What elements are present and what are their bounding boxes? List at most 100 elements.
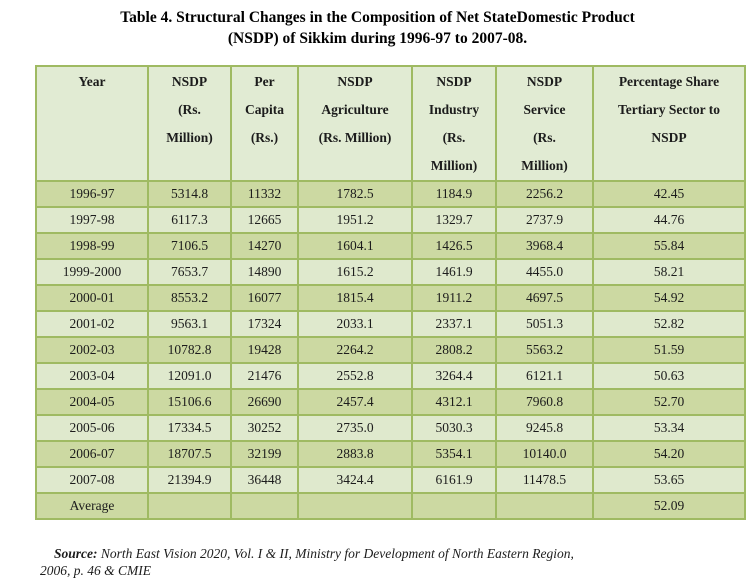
cell-industry: 1911.2 (411, 284, 497, 312)
cell-nsdp: 21394.9 (147, 466, 232, 494)
table-row: 1996-97 5314.8 11332 1782.5 1184.9 2256.… (35, 180, 746, 208)
cell-per-capita: 21476 (230, 362, 299, 390)
cell-nsdp (147, 492, 232, 520)
cell-agriculture: 2264.2 (297, 336, 413, 364)
table-row: 1999-2000 7653.7 14890 1615.2 1461.9 445… (35, 258, 746, 286)
cell-nsdp: 8553.2 (147, 284, 232, 312)
cell-nsdp: 9563.1 (147, 310, 232, 338)
cell-service: 5051.3 (495, 310, 594, 338)
cell-nsdp: 10782.8 (147, 336, 232, 364)
table-row: 2004-05 15106.6 26690 2457.4 4312.1 7960… (35, 388, 746, 416)
cell-nsdp: 12091.0 (147, 362, 232, 390)
table-title-line2: (NSDP) of Sikkim during 1996-97 to 2007-… (227, 30, 528, 47)
cell-per-capita: 14890 (230, 258, 299, 286)
cell-pct-share: 51.59 (592, 336, 746, 364)
cell-agriculture: 2033.1 (297, 310, 413, 338)
cell-per-capita: 17324 (230, 310, 299, 338)
cell-year: 1997-98 (35, 206, 149, 234)
cell-industry: 1329.7 (411, 206, 497, 234)
cell-industry: 2808.2 (411, 336, 497, 364)
cell-nsdp: 7653.7 (147, 258, 232, 286)
cell-agriculture: 1604.1 (297, 232, 413, 260)
cell-pct-share: 53.34 (592, 414, 746, 442)
source-text: North East Vision 2020, Vol. I & II, Min… (40, 546, 574, 578)
cell-service: 4697.5 (495, 284, 594, 312)
table-row: 2002-03 10782.8 19428 2264.2 2808.2 5563… (35, 336, 746, 364)
cell-industry: 5030.3 (411, 414, 497, 442)
cell-per-capita: 14270 (230, 232, 299, 260)
cell-year: 2005-06 (35, 414, 149, 442)
table-title: Table 4. Structural Changes in the Compo… (0, 7, 755, 49)
cell-pct-share: 52.09 (592, 492, 746, 520)
cell-year: 2006-07 (35, 440, 149, 468)
cell-per-capita: 32199 (230, 440, 299, 468)
cell-year: 2003-04 (35, 362, 149, 390)
table-row: 2000-01 8553.2 16077 1815.4 1911.2 4697.… (35, 284, 746, 312)
cell-industry: 1184.9 (411, 180, 497, 208)
table-row: Average 52.09 (35, 492, 746, 520)
cell-service: 5563.2 (495, 336, 594, 364)
cell-service: 10140.0 (495, 440, 594, 468)
cell-pct-share: 52.70 (592, 388, 746, 416)
cell-pct-share: 44.76 (592, 206, 746, 234)
cell-agriculture: 2552.8 (297, 362, 413, 390)
cell-year: 2004-05 (35, 388, 149, 416)
cell-pct-share: 55.84 (592, 232, 746, 260)
cell-service: 2737.9 (495, 206, 594, 234)
cell-per-capita: 11332 (230, 180, 299, 208)
cell-year: 1998-99 (35, 232, 149, 260)
cell-agriculture (297, 492, 413, 520)
table-row: 2006-07 18707.5 32199 2883.8 5354.1 1014… (35, 440, 746, 468)
cell-pct-share: 58.21 (592, 258, 746, 286)
header-row: Year NSDP (Rs. Million) Per Capita (Rs.)… (35, 65, 746, 182)
cell-agriculture: 1815.4 (297, 284, 413, 312)
column-header-agriculture: NSDP Agriculture (Rs. Million) (297, 65, 413, 182)
source-note: Source: North East Vision 2020, Vol. I &… (40, 545, 730, 579)
cell-year: 1999-2000 (35, 258, 149, 286)
cell-service: 4455.0 (495, 258, 594, 286)
cell-year: 2001-02 (35, 310, 149, 338)
cell-pct-share: 54.92 (592, 284, 746, 312)
cell-agriculture: 1951.2 (297, 206, 413, 234)
table-row: 2001-02 9563.1 17324 2033.1 2337.1 5051.… (35, 310, 746, 338)
table-row: 2005-06 17334.5 30252 2735.0 5030.3 9245… (35, 414, 746, 442)
cell-service: 7960.8 (495, 388, 594, 416)
cell-per-capita: 12665 (230, 206, 299, 234)
cell-agriculture: 3424.4 (297, 466, 413, 494)
column-header-industry: NSDP Industry (Rs. Million) (411, 65, 497, 182)
cell-pct-share: 53.65 (592, 466, 746, 494)
cell-year: Average (35, 492, 149, 520)
cell-pct-share: 50.63 (592, 362, 746, 390)
table-title-line1: Table 4. Structural Changes in the Compo… (120, 9, 635, 26)
table-row: 2007-08 21394.9 36448 3424.4 6161.9 1147… (35, 466, 746, 494)
cell-per-capita: 26690 (230, 388, 299, 416)
cell-per-capita (230, 492, 299, 520)
column-header-service: NSDP Service (Rs. Million) (495, 65, 594, 182)
nsdp-table: Year NSDP (Rs. Million) Per Capita (Rs.)… (35, 65, 746, 520)
cell-per-capita: 36448 (230, 466, 299, 494)
cell-nsdp: 5314.8 (147, 180, 232, 208)
cell-year: 2000-01 (35, 284, 149, 312)
cell-service (495, 492, 594, 520)
cell-service: 9245.8 (495, 414, 594, 442)
column-header-per-capita: Per Capita (Rs.) (230, 65, 299, 182)
cell-per-capita: 19428 (230, 336, 299, 364)
cell-per-capita: 16077 (230, 284, 299, 312)
cell-industry: 5354.1 (411, 440, 497, 468)
cell-service: 6121.1 (495, 362, 594, 390)
cell-industry: 2337.1 (411, 310, 497, 338)
table-row: 1998-99 7106.5 14270 1604.1 1426.5 3968.… (35, 232, 746, 260)
table-row: 1997-98 6117.3 12665 1951.2 1329.7 2737.… (35, 206, 746, 234)
cell-service: 3968.4 (495, 232, 594, 260)
cell-industry: 4312.1 (411, 388, 497, 416)
cell-nsdp: 18707.5 (147, 440, 232, 468)
cell-service: 2256.2 (495, 180, 594, 208)
cell-pct-share: 54.20 (592, 440, 746, 468)
cell-industry: 3264.4 (411, 362, 497, 390)
cell-nsdp: 6117.3 (147, 206, 232, 234)
column-header-nsdp: NSDP (Rs. Million) (147, 65, 232, 182)
cell-year: 2007-08 (35, 466, 149, 494)
cell-industry: 1426.5 (411, 232, 497, 260)
cell-agriculture: 1615.2 (297, 258, 413, 286)
cell-industry (411, 492, 497, 520)
